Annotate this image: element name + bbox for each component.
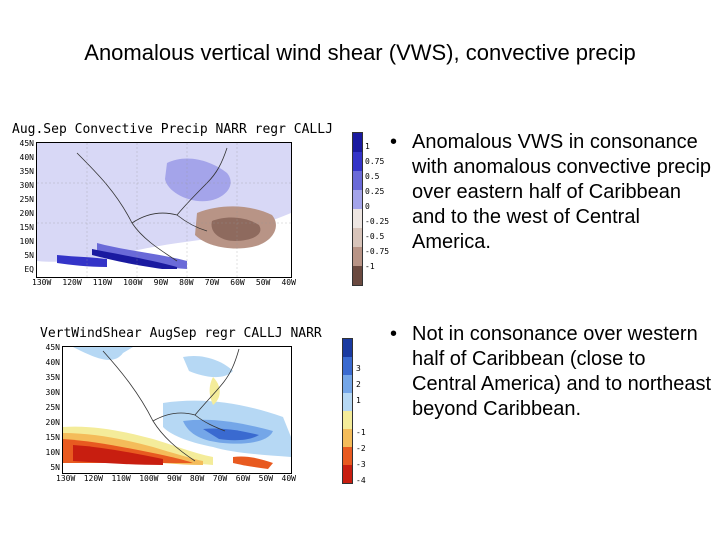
vws-field-svg <box>63 347 291 469</box>
vws-colorbar <box>342 338 353 484</box>
precip-colorbar-labels: 1 0.75 0.5 0.25 0 -0.25 -0.5 -0.75 -1 <box>365 142 390 271</box>
bullet-list: Not in consonance over western half of C… <box>382 322 712 422</box>
precip-field-svg <box>37 143 291 277</box>
bullet-item: Not in consonance over western half of C… <box>382 322 712 422</box>
precip-lat-axis: 45N 40N 35N 30N 25N 20N 15N 10N 5N EQ <box>19 139 34 274</box>
vws-lon-axis: 130W 120W 110W 100W 90W 80W 70W 60W 50W 40W <box>56 474 296 483</box>
vws-colorbar-labels: 3 2 1 -1 -2 -3 -4 <box>356 364 366 485</box>
precip-regression-map: Aug.Sep Convective Precip NARR regr CALL… <box>10 122 333 290</box>
vws-lat-axis: 45N 40N 35N 30N 25N 20N 15N 10N 5N <box>45 343 60 472</box>
vws-map-title: VertWindShear AugSep regr CALLJ NARR <box>40 326 322 341</box>
precip-map-field <box>36 142 292 278</box>
slide-title: Anomalous vertical wind shear (VWS), con… <box>84 40 636 65</box>
precip-colorbar <box>352 132 363 286</box>
precip-lon-axis: 130W 120W 110W 100W 90W 80W 70W 60W 50W 40W <box>32 278 296 287</box>
vws-regression-map: VertWindShear AugSep regr CALLJ NARR 45N… <box>38 326 322 486</box>
vws-map-field <box>62 346 292 474</box>
bullet-list: Anomalous VWS in consonance with anomalo… <box>382 130 712 255</box>
bullet-item: Anomalous VWS in consonance with anomalo… <box>382 130 712 255</box>
precip-map-title: Aug.Sep Convective Precip NARR regr CALL… <box>12 122 333 137</box>
